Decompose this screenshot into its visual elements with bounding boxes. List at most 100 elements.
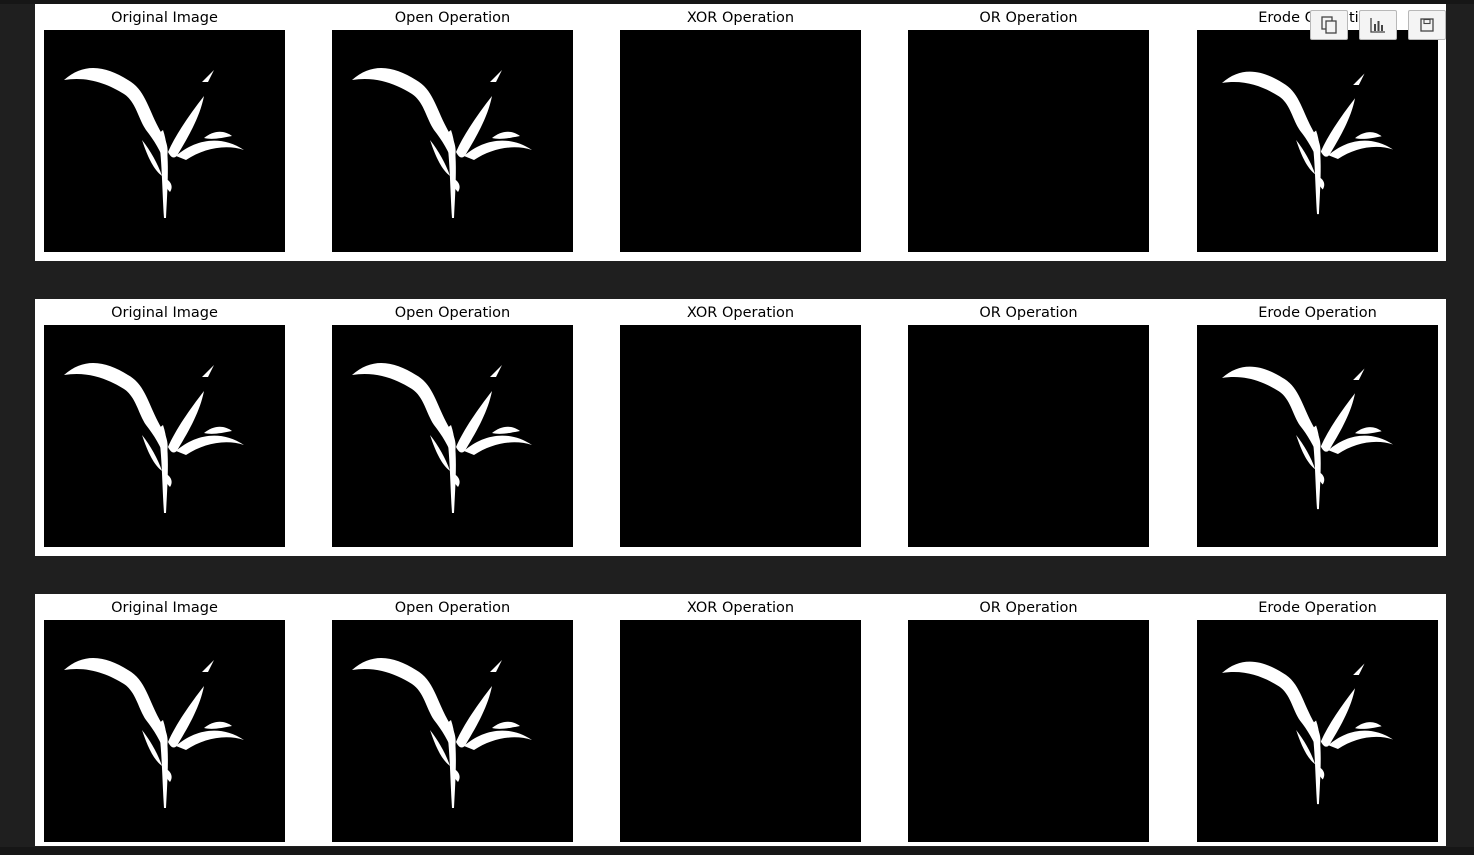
leaf-shape — [176, 140, 244, 160]
panel-title: Original Image — [111, 305, 218, 321]
output-figure-1: Original Image Open Operation XOR Operat… — [35, 4, 1446, 261]
leaf-shape — [168, 391, 204, 453]
leaf-shape — [1317, 471, 1325, 485]
leaf-shape — [158, 720, 168, 808]
blank-black-image — [620, 30, 861, 252]
leaf-shape — [1222, 661, 1321, 752]
plant-mask-image — [332, 30, 573, 252]
panel-title: Original Image — [111, 600, 218, 616]
leaf-shape — [202, 660, 214, 672]
panel-title: Open Operation — [394, 600, 511, 616]
leaf-shape — [158, 130, 168, 218]
leaf-shape — [490, 660, 502, 672]
leaf-shape — [1296, 730, 1316, 765]
leaf-shape — [452, 473, 460, 487]
leaf-shape — [64, 362, 168, 458]
plant-mask-image — [44, 620, 285, 842]
leaf-shape — [430, 435, 450, 471]
leaf-shape — [1320, 393, 1356, 452]
leaf-shape — [1311, 425, 1321, 510]
leaf-shape — [492, 426, 520, 434]
panel-title: XOR Operation — [686, 305, 795, 321]
leaf-shape — [176, 435, 244, 455]
panel-title: OR Operation — [979, 10, 1078, 26]
blank-black-image — [908, 325, 1149, 547]
leaf-shape — [446, 720, 456, 808]
leaf-shape — [168, 96, 204, 158]
leaf-shape — [464, 140, 532, 160]
plant-mask-image — [332, 620, 573, 842]
panel-title: OR Operation — [979, 305, 1078, 321]
leaf-shape — [164, 768, 172, 782]
leaf-shape — [464, 435, 532, 455]
plant-mask-image — [44, 30, 285, 252]
leaf-shape — [1296, 435, 1316, 470]
leaf-shape — [204, 131, 232, 139]
leaf-shape — [1353, 73, 1365, 85]
save-icon — [1420, 18, 1434, 32]
leaf-shape — [1353, 663, 1365, 675]
leaf-shape — [490, 365, 502, 377]
blank-black-image — [620, 620, 861, 842]
plant-mask-image — [332, 325, 573, 547]
leaf-shape — [492, 721, 520, 729]
leaf-shape — [352, 67, 456, 163]
leaf-shape — [1311, 720, 1321, 805]
leaf-shape — [1320, 688, 1356, 747]
blank-black-image — [908, 620, 1149, 842]
output-toolbar — [1310, 10, 1446, 40]
status-bar — [0, 847, 1474, 855]
leaf-shape — [1222, 366, 1321, 457]
panel-title: XOR Operation — [686, 600, 795, 616]
leaf-shape — [1222, 71, 1321, 162]
leaf-shape — [352, 362, 456, 458]
leaf-shape — [446, 425, 456, 513]
leaf-shape — [430, 730, 450, 766]
leaf-shape — [1328, 140, 1394, 160]
leaf-shape — [204, 721, 232, 729]
open-chart-button[interactable] — [1359, 10, 1397, 40]
output-figure-2: Original Image Open Operation XOR Operat… — [35, 299, 1446, 556]
leaf-shape — [456, 96, 492, 158]
output-figure-3: Original Image Open Operation XOR Operat… — [35, 594, 1446, 846]
save-output-button[interactable] — [1408, 10, 1446, 40]
panel-title: OR Operation — [979, 600, 1078, 616]
leaf-shape — [1328, 730, 1394, 750]
leaf-shape — [64, 67, 168, 163]
leaf-shape — [176, 730, 244, 750]
leaf-shape — [142, 435, 162, 471]
panel-title: Erode Operation — [1258, 600, 1377, 616]
leaf-shape — [1328, 435, 1394, 455]
leaf-shape — [490, 70, 502, 82]
leaf-shape — [456, 391, 492, 453]
leaf-shape — [168, 686, 204, 748]
leaf-shape — [164, 178, 172, 192]
leaf-shape — [1317, 176, 1325, 190]
leaf-shape — [1355, 722, 1382, 729]
leaf-shape — [164, 473, 172, 487]
copy-icon — [1321, 16, 1337, 34]
plant-mask-image — [1197, 620, 1438, 842]
leaf-shape — [204, 426, 232, 434]
leaf-shape — [1355, 132, 1382, 139]
panel-title: Open Operation — [394, 10, 511, 26]
leaf-shape — [452, 768, 460, 782]
leaf-shape — [430, 140, 450, 176]
copy-output-button[interactable] — [1310, 10, 1348, 40]
leaf-shape — [1317, 766, 1325, 780]
leaf-shape — [64, 657, 168, 753]
leaf-shape — [352, 657, 456, 753]
leaf-shape — [1355, 427, 1382, 434]
leaf-shape — [1320, 98, 1356, 157]
leaf-shape — [142, 140, 162, 176]
panel-title: Erode Operation — [1258, 305, 1377, 321]
leaf-shape — [446, 130, 456, 218]
panel-title: Original Image — [111, 10, 218, 26]
plant-mask-image — [1197, 30, 1438, 252]
leaf-shape — [464, 730, 532, 750]
plant-mask-image — [44, 325, 285, 547]
leaf-shape — [452, 178, 460, 192]
leaf-shape — [202, 365, 214, 377]
panel-title: Open Operation — [394, 305, 511, 321]
leaf-shape — [1311, 130, 1321, 215]
